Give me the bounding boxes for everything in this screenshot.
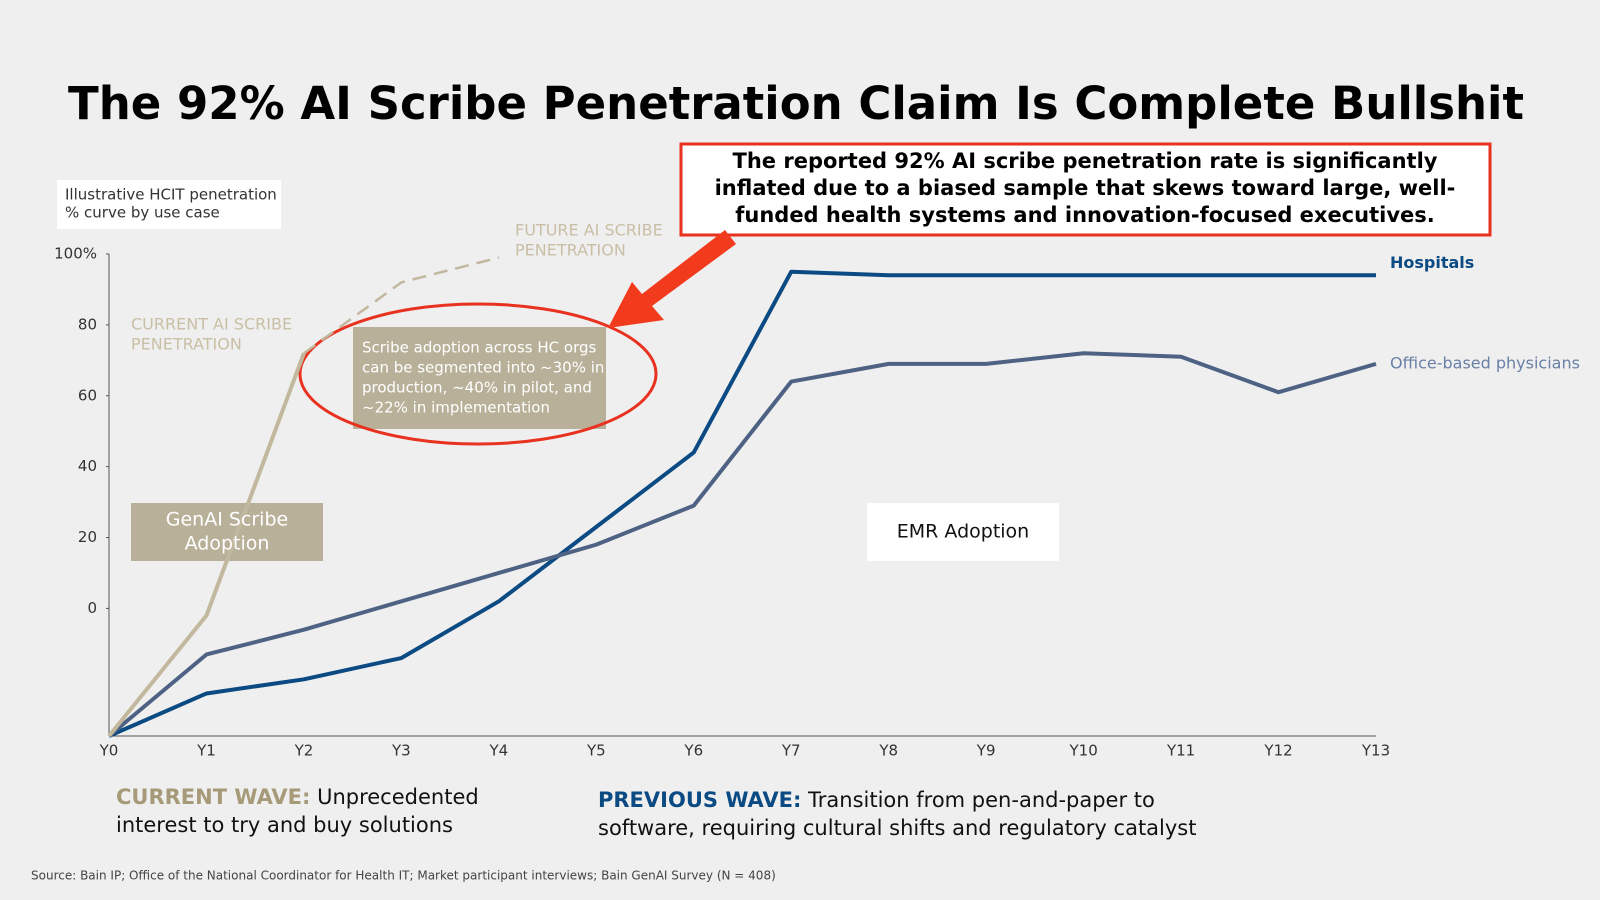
- y-tick-label: 80: [78, 315, 97, 333]
- x-tick-label: Y10: [1068, 742, 1097, 760]
- source-note: Source: Bain IP; Office of the National …: [31, 869, 776, 883]
- current-label: CURRENT AI SCRIBE: [131, 315, 292, 334]
- x-tick-label: Y5: [586, 742, 606, 760]
- note-text: production, ~40% in pilot, and: [362, 379, 592, 397]
- note-box: [353, 327, 606, 429]
- genai-box-text: GenAI Scribe: [166, 509, 288, 531]
- y-tick-label: 60: [78, 386, 97, 404]
- x-tick-label: Y8: [878, 742, 898, 760]
- wave-head: PREVIOUS WAVE:: [598, 788, 801, 812]
- y-tick-label: 0: [87, 599, 97, 617]
- x-tick-label: Y9: [976, 742, 996, 760]
- emr-box-text: EMR Adoption: [897, 521, 1029, 543]
- wave-line: Transition from pen-and-paper to: [801, 788, 1155, 812]
- wave-line: software, requiring cultural shifts and …: [598, 816, 1196, 840]
- y-axis-label: % curve by use case: [65, 204, 220, 222]
- genai-box: [131, 503, 323, 561]
- series-line: [303, 256, 500, 355]
- series-line: [108, 269, 1376, 738]
- x-tick-label: Y11: [1166, 742, 1195, 760]
- highlight-ellipse: [298, 302, 658, 446]
- wave-text: CURRENT WAVE: Unprecedented: [116, 785, 479, 809]
- current-label: PENETRATION: [131, 335, 242, 354]
- note-text: ~22% in implementation: [362, 399, 550, 417]
- wave-text: PREVIOUS WAVE: Transition from pen-and-p…: [598, 788, 1155, 812]
- series-line: [107, 352, 306, 738]
- callout-text: inflated due to a biased sample that ske…: [715, 176, 1456, 200]
- series-label: Hospitals: [1390, 253, 1474, 272]
- y-axis-label: Illustrative HCIT penetration: [65, 186, 277, 204]
- wave-line: interest to try and buy solutions: [116, 813, 453, 837]
- genai-box-text: Adoption: [185, 533, 270, 555]
- chart-title: The 92% AI Scribe Penetration Claim Is C…: [68, 77, 1524, 130]
- future-label: PENETRATION: [515, 241, 626, 260]
- x-tick-label: Y7: [781, 742, 801, 760]
- series-line: [107, 351, 1377, 738]
- x-tick-label: Y3: [391, 742, 411, 760]
- y-label-box: [57, 180, 281, 229]
- x-tick-label: Y12: [1263, 742, 1292, 760]
- emr-box: [867, 503, 1059, 561]
- note-text: Scribe adoption across HC orgs: [362, 339, 597, 357]
- y-tick-label: 40: [78, 457, 97, 475]
- note-text: can be segmented into ~30% in: [362, 359, 604, 377]
- callout-arrow: [608, 230, 736, 328]
- callout-box: [679, 142, 1492, 237]
- x-tick-label: Y2: [294, 742, 314, 760]
- callout-text: funded health systems and innovation-foc…: [735, 203, 1434, 227]
- callout-text: The reported 92% AI scribe penetration r…: [733, 149, 1438, 173]
- series-label: Office-based physicians: [1390, 353, 1580, 372]
- y-tick-label: 20: [78, 528, 97, 546]
- wave-line: Unprecedented: [310, 785, 478, 809]
- x-tick-label: Y6: [683, 742, 703, 760]
- x-tick-label: Y4: [488, 742, 508, 760]
- future-label: FUTURE AI SCRIBE: [515, 221, 663, 240]
- x-tick-label: Y0: [99, 742, 119, 760]
- y-tick-label: 100%: [54, 245, 97, 263]
- x-tick-label: Y1: [196, 742, 216, 760]
- x-tick-label: Y13: [1361, 742, 1390, 760]
- wave-head: CURRENT WAVE:: [116, 785, 310, 809]
